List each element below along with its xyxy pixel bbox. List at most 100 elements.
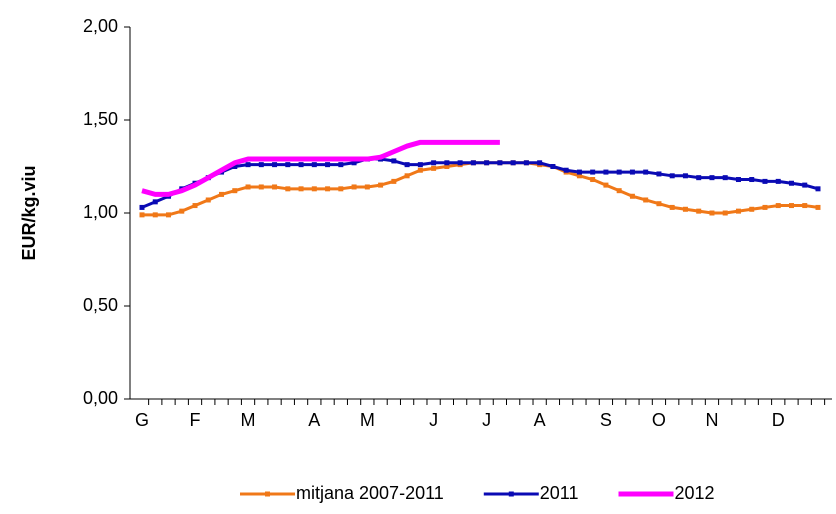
y-tick-label: 1,50: [83, 109, 118, 129]
point-marker: [338, 186, 344, 192]
legend-label: 2011: [540, 483, 579, 503]
point-marker: [537, 160, 543, 166]
x-tick-label: S: [600, 410, 612, 430]
point-marker: [775, 203, 781, 209]
point-marker: [245, 184, 251, 190]
point-marker: [629, 193, 635, 199]
point-marker: [404, 162, 410, 168]
legend-label: mitjana 2007-2011: [296, 483, 444, 503]
point-marker: [682, 173, 688, 179]
point-marker: [550, 164, 556, 169]
point-marker: [656, 171, 662, 177]
point-marker: [669, 173, 675, 179]
point-marker: [152, 212, 158, 218]
point-marker: [629, 169, 635, 175]
point-marker: [788, 180, 794, 186]
point-marker: [590, 177, 596, 183]
point-marker: [696, 175, 702, 181]
point-marker: [205, 197, 211, 203]
point-marker: [338, 162, 344, 168]
point-marker: [523, 160, 529, 166]
point-marker: [696, 208, 702, 214]
x-tick-label: J: [429, 410, 438, 430]
legend-marker: [508, 491, 514, 497]
point-marker: [258, 184, 264, 190]
point-marker: [139, 204, 145, 210]
point-marker: [762, 204, 768, 210]
x-tick-label: G: [135, 410, 149, 430]
point-marker: [166, 212, 172, 218]
point-marker: [616, 169, 622, 175]
point-marker: [709, 175, 715, 181]
point-marker: [404, 173, 410, 179]
point-marker: [815, 186, 821, 192]
point-marker: [444, 164, 450, 169]
point-marker: [470, 160, 476, 166]
point-marker: [656, 201, 662, 207]
point-marker: [709, 210, 715, 216]
point-marker: [179, 208, 185, 214]
point-marker: [431, 160, 437, 166]
legend-label: 2012: [675, 483, 715, 503]
point-marker: [643, 197, 649, 203]
point-marker: [391, 158, 397, 164]
point-marker: [590, 169, 596, 175]
point-marker: [735, 208, 741, 214]
point-marker: [788, 203, 794, 209]
point-marker: [285, 162, 291, 168]
point-marker: [457, 160, 463, 166]
point-marker: [311, 162, 317, 168]
x-tick-label: M: [360, 410, 375, 430]
point-marker: [431, 165, 437, 171]
x-tick-label: O: [652, 410, 666, 430]
series-line: [142, 161, 819, 217]
point-marker: [722, 210, 728, 216]
point-marker: [139, 212, 145, 218]
point-marker: [603, 169, 609, 175]
point-marker: [802, 203, 808, 209]
point-marker: [722, 175, 728, 181]
point-marker: [643, 169, 649, 175]
point-marker: [444, 160, 450, 166]
legend-marker: [265, 491, 270, 497]
point-marker: [749, 177, 755, 183]
x-tick-label: N: [705, 410, 718, 430]
point-marker: [258, 162, 264, 168]
x-tick-label: M: [241, 410, 256, 430]
x-tick-label: D: [772, 410, 785, 430]
x-tick-label: F: [190, 410, 201, 430]
point-marker: [417, 162, 423, 168]
point-marker: [603, 182, 609, 188]
point-marker: [192, 203, 198, 209]
point-marker: [232, 164, 238, 169]
point-marker: [815, 204, 821, 210]
x-tick-label: A: [308, 410, 320, 430]
point-marker: [576, 173, 582, 179]
point-marker: [484, 160, 490, 166]
point-marker: [762, 178, 768, 184]
point-marker: [351, 184, 357, 190]
y-tick-label: 2,00: [83, 16, 118, 36]
point-marker: [391, 178, 397, 184]
point-marker: [749, 206, 755, 212]
point-marker: [417, 167, 423, 173]
point-marker: [364, 184, 370, 190]
point-marker: [775, 178, 781, 184]
point-marker: [510, 160, 516, 166]
y-tick-label: 0,50: [83, 295, 118, 315]
point-marker: [245, 162, 251, 168]
point-marker: [285, 186, 291, 192]
x-tick-label: A: [534, 410, 546, 430]
series-line: [141, 139, 500, 197]
point-marker: [563, 167, 569, 173]
y-axis-title: EUR/kg.viu: [19, 165, 39, 260]
point-marker: [311, 186, 317, 192]
point-marker: [669, 204, 675, 210]
x-tick-label: J: [482, 410, 491, 430]
y-tick-label: 0,00: [83, 388, 118, 408]
series-line: [141, 157, 819, 209]
point-marker: [802, 182, 808, 188]
point-marker: [682, 206, 688, 212]
point-marker: [378, 182, 384, 188]
